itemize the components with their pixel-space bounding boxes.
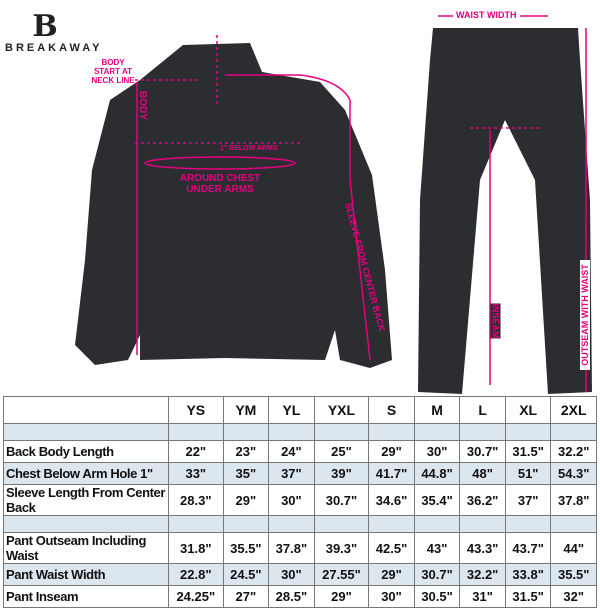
cell-value: 54.3" [550, 462, 597, 485]
cell-value: 32.2" [459, 563, 506, 586]
table-row: Pant Inseam 24.25" 27" 28.5" 29" 30" 30.5" 31" 3… [3, 585, 597, 608]
spacer-row [3, 423, 597, 441]
cell-value: 44" [550, 532, 597, 564]
cell-value: 44.8" [413, 462, 461, 485]
size-header: L [459, 396, 506, 424]
cell-value: 32.2" [550, 440, 597, 463]
table-row: Sleeve Length From Center Back 28.3" 29" 30… [3, 484, 597, 516]
cell-value: 29" [313, 585, 370, 608]
size-header: YS [168, 396, 224, 424]
cell-value: 43" [413, 532, 461, 564]
cell-value: 24" [268, 440, 315, 463]
body-start-label: BODY START AT NECK LINE [91, 58, 135, 85]
body-label: BODY [136, 91, 148, 120]
cell-value: 36.2" [459, 484, 506, 516]
cell-value: 35.5" [222, 532, 270, 564]
cell-value: 42.5" [368, 532, 415, 564]
brand-name: BREAKAWAY [5, 42, 103, 54]
row-label: Pant Inseam [3, 585, 169, 608]
cell-value: 28.5" [268, 585, 315, 608]
cell-value: 41.7" [368, 462, 415, 485]
size-header: 2XL [550, 396, 597, 424]
size-header: XL [504, 396, 552, 424]
size-header: M [413, 396, 461, 424]
row-label: Pant Waist Width [3, 563, 169, 586]
cell-value: 39" [313, 462, 370, 485]
cell-value: 24.5" [222, 563, 270, 586]
row-label: Sleeve Length From Center Back [3, 484, 169, 516]
cell-value: 30.7" [313, 484, 370, 516]
cell-value: 30" [368, 585, 415, 608]
cell-value: 24.25" [168, 585, 224, 608]
cell-value: 35.5" [550, 563, 597, 586]
cell-value: 35.4" [413, 484, 461, 516]
cell-value: 37.8" [550, 484, 597, 516]
cell-value: 22.8" [168, 563, 224, 586]
cell-value: 27.55" [313, 563, 370, 586]
cell-value: 37" [268, 462, 315, 485]
logo-mark: B [32, 9, 58, 44]
cell-value: 32" [550, 585, 597, 608]
around-chest-label: AROUND CHEST UNDER ARMS [179, 173, 261, 195]
below-arms-label: 1" BELOW ARMS [220, 145, 278, 152]
outseam-label: OUTSEAM WITH WAIST [580, 260, 590, 370]
cell-value: 28.3" [168, 484, 224, 516]
cell-value: 33.8" [504, 563, 552, 586]
table-row: Back Body Length 22" 23" 24" 25" 29" 30" 30.7" 3… [3, 440, 597, 463]
cell-value: 31.5" [504, 440, 552, 463]
cell-value: 29" [368, 563, 415, 586]
cell-value: 31" [459, 585, 506, 608]
size-header: YXL [313, 396, 370, 424]
cell-value: 43.3" [459, 532, 506, 564]
cell-value: 51" [504, 462, 552, 485]
header-row: YS YM YL YXL S M L XL 2XL [3, 396, 597, 424]
size-header: YL [268, 396, 315, 424]
cell-value: 39.3" [313, 532, 370, 564]
row-label: Chest Below Arm Hole 1" [3, 462, 169, 485]
spacer-row [3, 515, 597, 533]
jacket-image [75, 43, 392, 368]
cell-value: 48" [459, 462, 506, 485]
size-chart-table: YS YM YL YXL S M L XL 2XL Back Body Leng… [3, 396, 597, 608]
row-label: Pant Outseam Including Waist [3, 532, 169, 564]
cell-value: 35" [222, 462, 270, 485]
cell-value: 25" [313, 440, 370, 463]
cell-value: 33" [168, 462, 224, 485]
cell-value: 29" [222, 484, 270, 516]
inseam-label: INSEAM [490, 303, 501, 339]
table-row: Chest Below Arm Hole 1" 33" 35" 37" 39" 41.7"… [3, 462, 597, 485]
cell-value: 43.7" [504, 532, 552, 564]
cell-value: 30" [268, 563, 315, 586]
table-row: Pant Outseam Including Waist 31.8" 35.5" 37… [3, 532, 597, 564]
cell-value: 34.6" [368, 484, 415, 516]
row-label: Back Body Length [3, 440, 169, 463]
cell-value: 30" [268, 484, 315, 516]
cell-value: 37" [504, 484, 552, 516]
cell-value: 30.7" [413, 563, 461, 586]
cell-value: 27" [222, 585, 270, 608]
cell-value: 22" [168, 440, 224, 463]
cell-value: 37.8" [268, 532, 315, 564]
cell-value: 30.7" [459, 440, 506, 463]
cell-value: 30.5" [413, 585, 461, 608]
size-header: YM [222, 396, 270, 424]
waist-width-label: WAIST WIDTH [453, 10, 520, 20]
cell-value: 23" [222, 440, 270, 463]
size-header: S [368, 396, 415, 424]
cell-value: 31.8" [168, 532, 224, 564]
cell-value: 31.5" [504, 585, 552, 608]
cell-value: 30" [413, 440, 461, 463]
cell-value: 29" [368, 440, 415, 463]
pants-image [418, 28, 592, 394]
garment-illustration [75, 15, 592, 394]
table-row: Pant Waist Width 22.8" 24.5" 30" 27.55" 29" 30… [3, 563, 597, 586]
brand-logo: B BREAKAWAY [5, 9, 103, 55]
